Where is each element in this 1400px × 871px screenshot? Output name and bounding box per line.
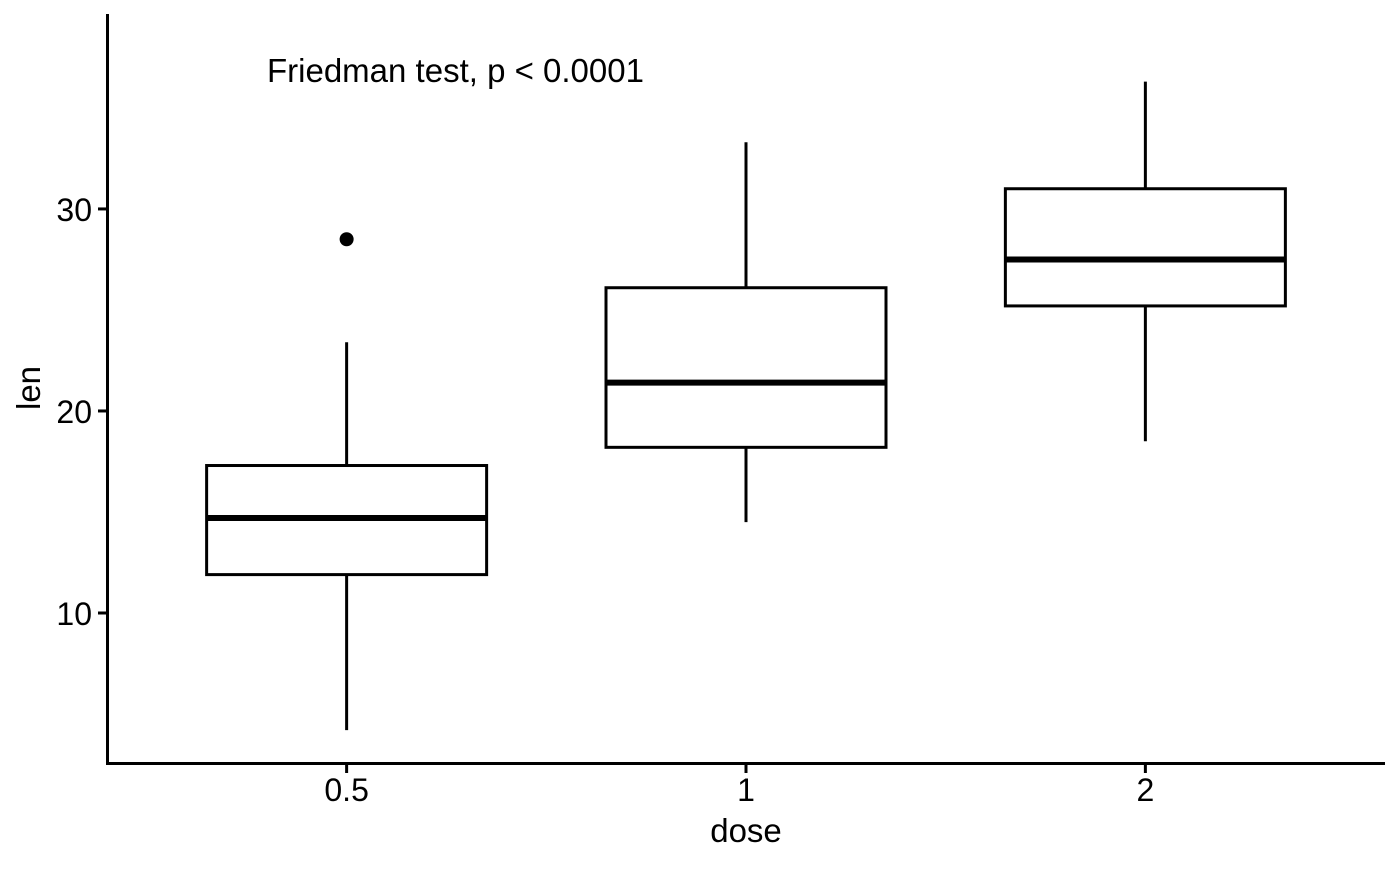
y-tick-label: 10 bbox=[56, 596, 92, 632]
boxes-layer bbox=[205, 81, 1287, 731]
boxplot-group-dose-2 bbox=[1003, 81, 1287, 442]
outlier-point bbox=[339, 232, 354, 247]
iqr-box bbox=[1003, 187, 1287, 308]
x-tick-label: 1 bbox=[737, 772, 755, 808]
iqr-box bbox=[604, 286, 888, 449]
x-ticks-layer: 0.5 1 2 bbox=[324, 765, 1154, 808]
x-tick-label: 0.5 bbox=[324, 772, 368, 808]
y-tick-label: 20 bbox=[56, 394, 92, 430]
boxplot-group-dose-0.5 bbox=[205, 232, 489, 731]
y-axis-title: len bbox=[10, 366, 47, 410]
y-tick-label: 30 bbox=[56, 192, 92, 228]
statistical-test-annotation: Friedman test, p < 0.0001 bbox=[267, 52, 644, 89]
x-axis-title: dose bbox=[710, 812, 782, 849]
boxplot-group-dose-1 bbox=[604, 142, 888, 523]
x-tick-label: 2 bbox=[1136, 772, 1154, 808]
y-ticks-layer: 10 20 30 bbox=[56, 192, 107, 632]
